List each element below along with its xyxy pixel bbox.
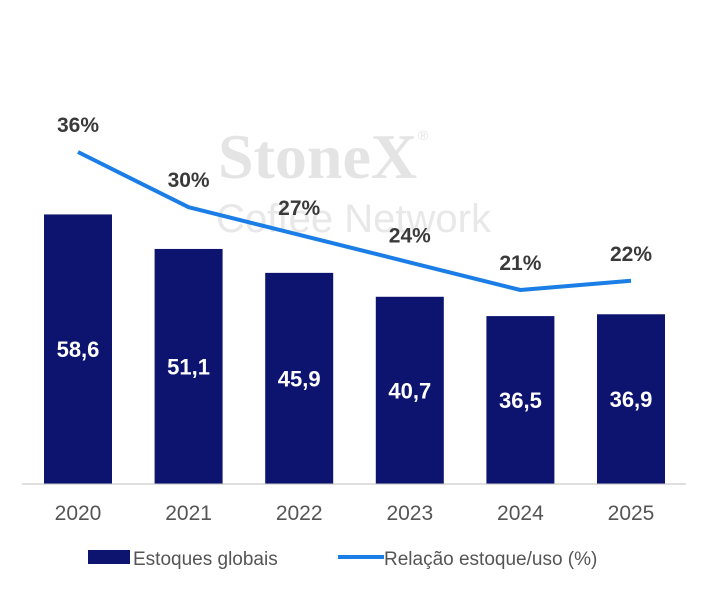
bar-2024 xyxy=(486,316,555,484)
bar-2020 xyxy=(44,214,112,484)
line-label-2020: 36% xyxy=(57,114,99,137)
legend-label-line: Relação estoque/uso (%) xyxy=(384,549,597,570)
bar-label-2023: 40,7 xyxy=(388,378,431,403)
bar-label-2022: 45,9 xyxy=(278,366,321,391)
x-tick-2025: 2025 xyxy=(608,502,655,525)
bar-2025 xyxy=(597,314,665,484)
bar-label-2025: 36,9 xyxy=(610,387,653,412)
bar-2021 xyxy=(154,248,223,484)
x-tick-2022: 2022 xyxy=(276,502,323,525)
bars: 58,6 51,1 45,9 40,7 36,5 36,9 xyxy=(44,214,665,484)
x-tick-2023: 2023 xyxy=(386,502,433,525)
legend-swatch-bar xyxy=(88,550,130,564)
bar-2023 xyxy=(375,296,444,484)
line-label-2023: 24% xyxy=(389,224,431,247)
legend-label-bar: Estoques globais xyxy=(133,549,278,570)
bar-label-2024: 36,5 xyxy=(499,388,542,413)
legend: Estoques globais Relação estoque/uso (%) xyxy=(88,549,597,570)
x-tick-2024: 2024 xyxy=(497,502,544,525)
watermark-brand: StoneX xyxy=(218,121,417,192)
watermark: StoneX ® Coffee Network xyxy=(216,121,492,241)
bar-2022 xyxy=(265,272,334,484)
line-label-2024: 21% xyxy=(499,252,541,275)
watermark-registered-mark: ® xyxy=(418,127,429,143)
x-tick-2021: 2021 xyxy=(165,502,212,525)
line-label-2025: 22% xyxy=(610,243,652,266)
line-label-2021: 30% xyxy=(168,169,210,192)
bar-label-2020: 58,6 xyxy=(57,337,100,362)
line-label-2022: 27% xyxy=(278,197,320,220)
x-axis-ticks: 2020 2021 2022 2023 2024 2025 xyxy=(55,502,655,525)
line-series: 36% 30% 27% 24% 21% 22% xyxy=(57,114,652,292)
ratio-line xyxy=(77,150,632,292)
watermark-network: Coffee Network xyxy=(216,197,492,241)
bar-label-2021: 51,1 xyxy=(167,354,210,379)
x-tick-2020: 2020 xyxy=(55,502,102,525)
